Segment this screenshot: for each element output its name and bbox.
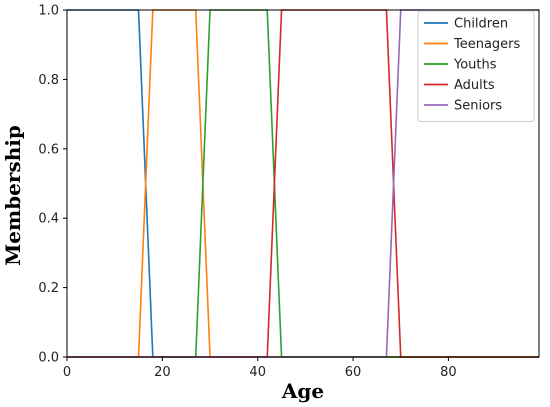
legend-box [417,10,535,122]
y-tick-label: 0.0 [38,351,59,366]
y-tick-label: 0.8 [38,73,59,88]
y-tick-label: 0.4 [38,212,59,227]
legend-label-teenagers: Teenagers [453,37,521,52]
legend-label-children: Children [454,17,508,32]
x-axis: 0 20 40 60 80 [63,357,457,380]
legend-label-adults: Adults [454,78,495,93]
x-tick-label: 40 [249,365,266,380]
y-axis: 0.0 0.2 0.4 0.6 0.8 1.0 [38,4,67,366]
legend-label-youths: Youths [453,58,497,73]
x-tick-label: 80 [440,365,457,380]
x-axis-title: Age [281,379,324,403]
y-tick-label: 0.2 [38,281,59,296]
y-tick-label: 0.6 [38,142,59,157]
legend-label-seniors: Seniors [454,99,502,114]
plot-frame [66,9,540,358]
x-tick-label: 0 [63,365,71,380]
y-tick-label: 1.0 [38,4,59,19]
y-axis-title: Membership [1,125,25,266]
x-tick-label: 20 [154,365,171,380]
legend: Children Teenagers Youths Adults Seniors [417,10,535,122]
x-tick-label: 60 [345,365,362,380]
